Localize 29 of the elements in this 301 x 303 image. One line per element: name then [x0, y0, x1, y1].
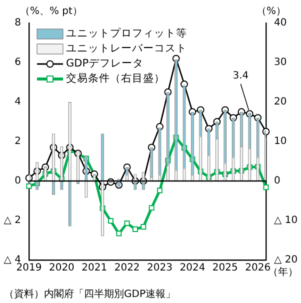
legend-label: 交易条件（右目盛） [66, 72, 165, 85]
y-tick-label: 0 [14, 176, 21, 187]
x-tick-label: 2020 [48, 262, 74, 274]
x-tick-label: 2023 [147, 262, 172, 274]
x-tick-label: 2024 [180, 262, 206, 274]
y2-tick-label: △ 20 [274, 254, 298, 266]
x-tick-label: 2022 [114, 262, 140, 274]
y-tick-label: 4 [14, 96, 21, 108]
y2-tick-label: 0 [274, 176, 280, 187]
x-tick-label: 2021 [82, 262, 108, 274]
x-tick-label: 2026 [245, 262, 271, 274]
x-tick-label: 2019 [16, 262, 42, 274]
legend-label: ユニットプロフィット等 [66, 26, 187, 40]
y2-tick-label: △ 10 [274, 215, 298, 226]
y-tick-label: △ 2 [4, 215, 21, 226]
text: （資料）内閣府「四半期別GDP速報」 [4, 288, 176, 300]
y2-tick-label: 20 [274, 96, 287, 108]
y2-tick-label: 30 [274, 57, 287, 68]
y2-axis-title: （%） [256, 6, 286, 17]
y-axis-title: （%、% pt） [20, 6, 82, 17]
x-tick-label: 2025 [212, 262, 238, 274]
y-tick-label: 8 [14, 18, 21, 29]
legend-label: GDPデフレータ [66, 58, 144, 70]
y-tick-label: 6 [14, 57, 21, 68]
y-tick-label: 2 [14, 136, 21, 148]
y2-tick-label: 40 [274, 18, 287, 29]
legend-label: ユニットレーバーコスト [66, 42, 187, 55]
data-label: 3.4 [232, 70, 249, 82]
y2-tick-label: 10 [274, 136, 287, 148]
